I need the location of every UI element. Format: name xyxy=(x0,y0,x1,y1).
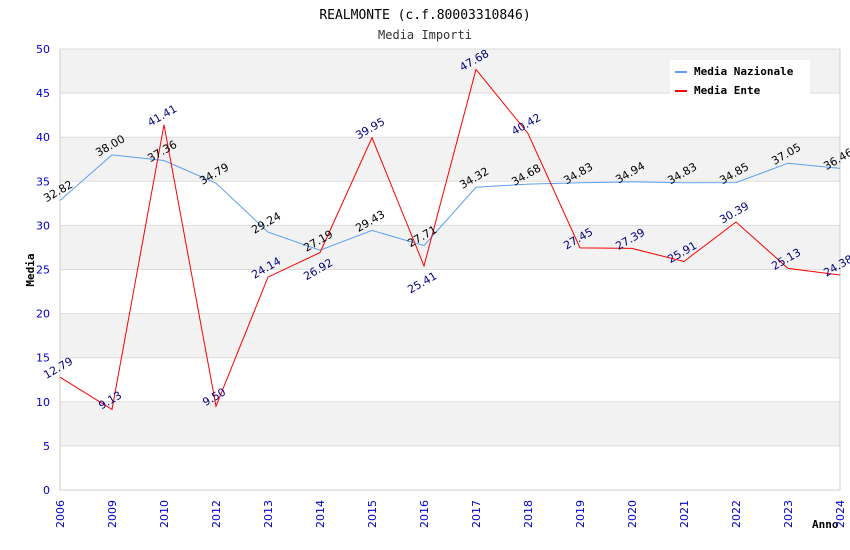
y-tick-label: 30 xyxy=(36,219,50,232)
legend: Media Nazionale Media Ente xyxy=(670,60,810,100)
x-tick-label: 2013 xyxy=(262,500,275,528)
x-tick-label: 2006 xyxy=(54,500,67,528)
y-tick-label: 50 xyxy=(36,43,50,56)
data-label: 30.39 xyxy=(717,199,751,226)
grid-band xyxy=(60,401,840,446)
x-tick-label: 2018 xyxy=(522,500,535,528)
y-axis-label: Media xyxy=(24,253,37,286)
series-line-1 xyxy=(59,68,841,411)
y-tick-label: 10 xyxy=(36,396,50,409)
x-axis-label: Anno xyxy=(812,518,839,531)
data-label: 40.42 xyxy=(509,111,543,138)
x-tick-label: 2014 xyxy=(314,500,327,528)
series-line-0 xyxy=(59,154,841,251)
grid-band xyxy=(60,313,840,358)
grid-band xyxy=(60,137,840,182)
y-tick-label: 5 xyxy=(43,440,50,453)
grid-band xyxy=(60,225,840,270)
y-tick-label: 45 xyxy=(36,87,50,100)
x-tick-label: 2023 xyxy=(782,500,795,528)
data-label: 25.41 xyxy=(405,269,439,296)
x-tick-label: 2017 xyxy=(470,500,483,528)
y-tick-label: 40 xyxy=(36,131,50,144)
y-tick-label: 25 xyxy=(36,264,50,277)
x-tick-label: 2015 xyxy=(366,500,379,528)
x-tick-label: 2019 xyxy=(574,500,587,528)
y-tick-label: 20 xyxy=(36,308,50,321)
chart-subtitle: Media Importi xyxy=(378,28,472,42)
chart-title: REALMONTE (c.f.80003310846) xyxy=(319,8,530,23)
x-tick-label: 2010 xyxy=(158,500,171,528)
y-tick-label: 35 xyxy=(36,175,50,188)
data-label: 41.41 xyxy=(145,102,179,129)
x-tick-label: 2016 xyxy=(418,500,431,528)
x-tick-label: 2024 xyxy=(834,500,847,528)
legend-ente: Media Ente xyxy=(694,84,761,97)
x-tick-label: 2020 xyxy=(626,500,639,528)
x-tick-label: 2022 xyxy=(730,500,743,528)
x-tick-label: 2012 xyxy=(210,500,223,528)
y-tick-label: 15 xyxy=(36,352,50,365)
legend-nazionale: Media Nazionale xyxy=(694,65,794,78)
x-tick-label: 2021 xyxy=(678,500,691,528)
y-tick-label: 0 xyxy=(43,484,50,497)
x-tick-label: 2009 xyxy=(106,500,119,528)
